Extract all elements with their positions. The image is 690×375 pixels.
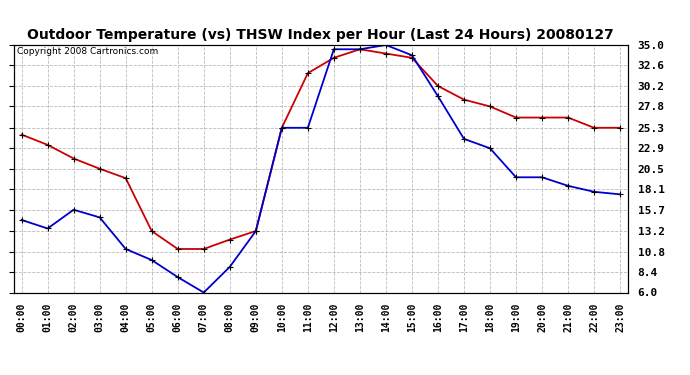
Title: Outdoor Temperature (vs) THSW Index per Hour (Last 24 Hours) 20080127: Outdoor Temperature (vs) THSW Index per … — [28, 28, 614, 42]
Text: Copyright 2008 Cartronics.com: Copyright 2008 Cartronics.com — [17, 48, 158, 57]
